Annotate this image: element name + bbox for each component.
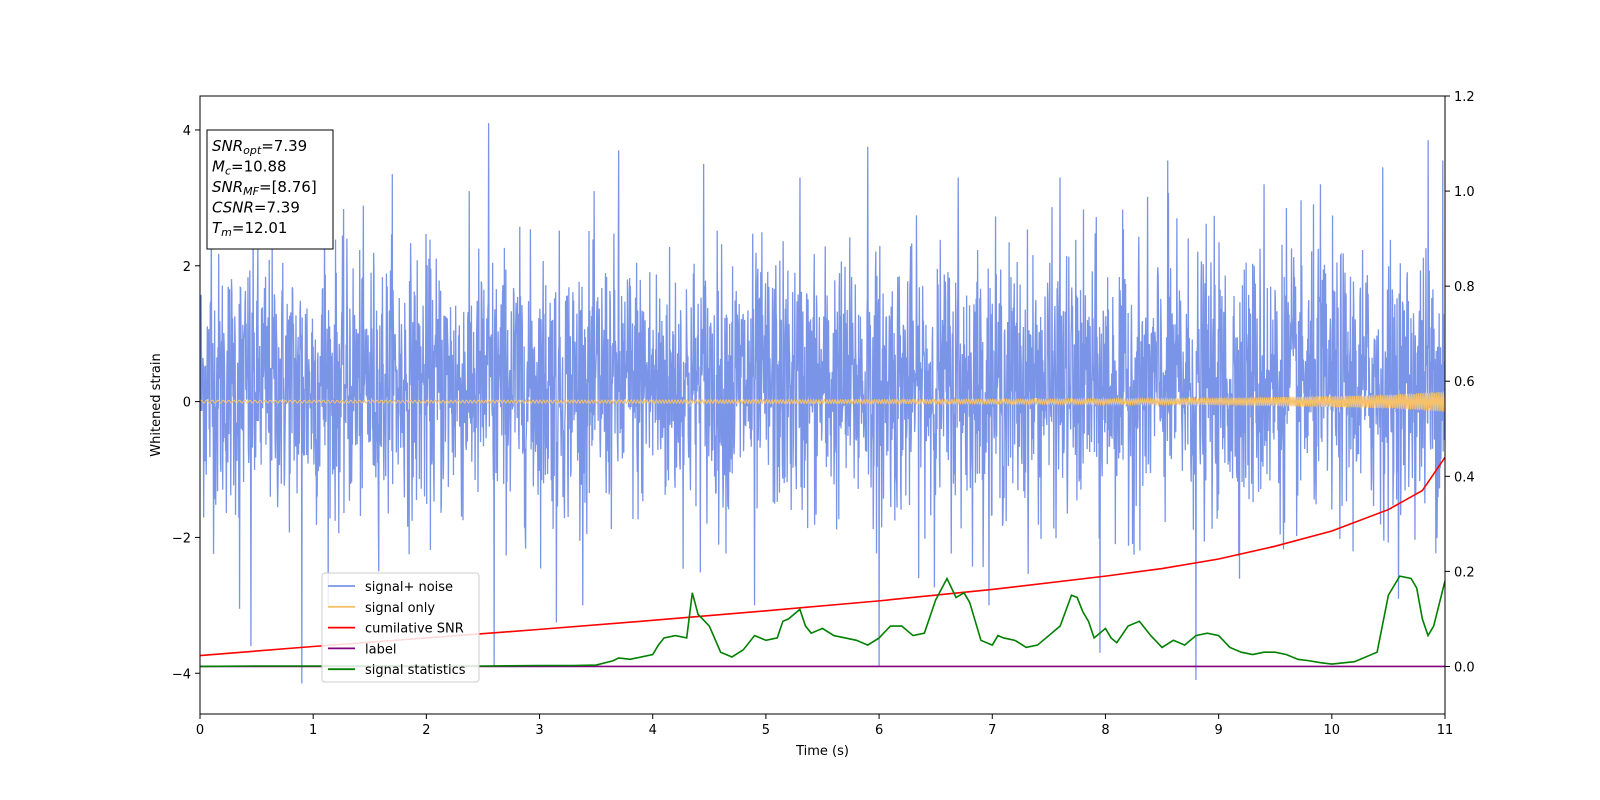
y-right-tick-label: 0.2: [1454, 565, 1475, 580]
info-box-line: Mc=10.88: [212, 158, 287, 178]
series-line-signal-noise: [200, 123, 1445, 684]
x-tick-label: 7: [988, 723, 996, 738]
x-tick-label: 1: [309, 723, 317, 738]
x-tick-label: 8: [1101, 723, 1109, 738]
x-tick-label: 2: [422, 723, 430, 738]
y-right-tick-label: 0.6: [1454, 375, 1475, 390]
legend-label: signal only: [365, 601, 435, 616]
x-tick-label: 11: [1437, 723, 1454, 738]
info-box-line: CSNR=7.39: [212, 199, 300, 217]
x-tick-label: 6: [875, 723, 883, 738]
y-right-tick-label: 0.8: [1454, 280, 1475, 295]
info-box-lines: SNRopt=7.39Mc=10.88SNRMF=[8.76]CSNR=7.39…: [212, 137, 317, 239]
y-left-tick-label: −4: [172, 667, 191, 682]
x-tick-label: 0: [196, 723, 204, 738]
y-right-tick-label: 1.2: [1454, 90, 1475, 105]
x-tick-label: 9: [1214, 723, 1222, 738]
y-right-tick-label: 0.0: [1454, 660, 1475, 675]
y-left-tick-label: −2: [172, 531, 191, 546]
y-axis-right-ticks: 0.0 0.2 0.4 0.6 0.8 1.0 1.2: [1445, 90, 1475, 675]
y-right-tick-label: 1.0: [1454, 185, 1475, 200]
y-left-tick-label: 2: [183, 260, 191, 275]
info-box: SNRopt=7.39Mc=10.88SNRMF=[8.76]CSNR=7.39…: [206, 129, 334, 250]
x-tick-label: 4: [649, 723, 657, 738]
info-box-line: SNRopt=7.39: [212, 137, 307, 157]
series-line-cumulative-snr: [200, 456, 1445, 657]
y-right-tick-label: 0.4: [1454, 470, 1475, 485]
legend: signal+ noise signal only cumilative SNR la…: [321, 572, 480, 683]
legend-items: signal+ noise signal only cumilative SNR la…: [328, 580, 466, 678]
legend-frame: [321, 572, 480, 683]
x-tick-label: 5: [762, 723, 770, 738]
y-left-tick-label: 0: [183, 396, 191, 411]
legend-label: cumilative SNR: [365, 622, 464, 637]
y-axis-label: Whitened strain: [149, 353, 164, 456]
info-box-frame: [206, 129, 334, 250]
x-axis-label: Time (s): [795, 744, 849, 759]
legend-label: signal+ noise: [365, 580, 453, 595]
legend-label: label: [365, 642, 396, 657]
info-box-line: SNRMF=[8.76]: [212, 178, 317, 198]
series-line-signal-statistics: [200, 575, 1445, 668]
x-axis-ticks: 0 1 2 3 4 5 6 7 8 9 10 11: [196, 714, 1453, 738]
series-line-signal-only: [200, 391, 1445, 413]
y-axis-left-ticks: −4 −2 0 2 4: [172, 124, 200, 682]
y-left-tick-label: 4: [183, 124, 191, 139]
x-tick-label: 10: [1324, 723, 1341, 738]
x-tick-label: 3: [535, 723, 543, 738]
info-box-line: Tm=12.01: [212, 219, 287, 239]
legend-label: signal statistics: [365, 663, 466, 678]
plot-frame: [199, 95, 1446, 715]
